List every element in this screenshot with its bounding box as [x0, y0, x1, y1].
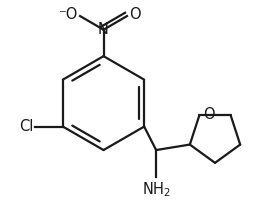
Text: N: N [98, 22, 109, 37]
Text: Cl: Cl [19, 119, 33, 134]
Text: O: O [203, 107, 215, 122]
Text: NH$_2$: NH$_2$ [142, 180, 171, 199]
Text: ⁻O: ⁻O [58, 7, 77, 22]
Text: O: O [130, 7, 141, 22]
